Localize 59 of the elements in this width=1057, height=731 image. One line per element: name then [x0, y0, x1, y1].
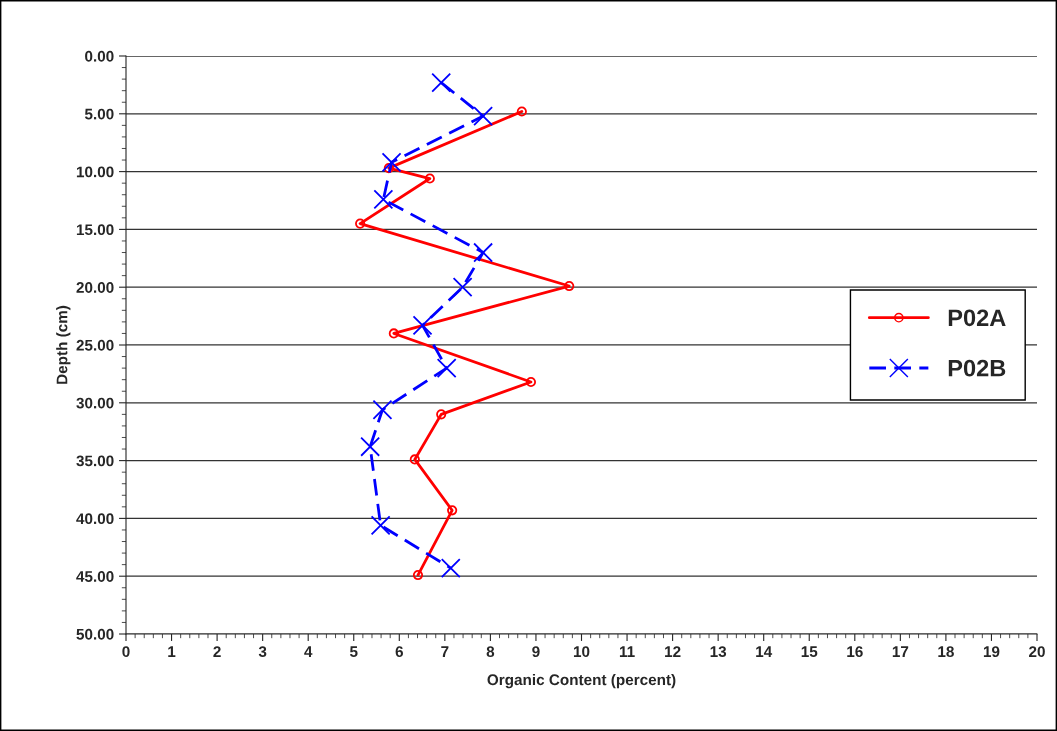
y-tick-label: 5.00: [84, 108, 114, 120]
x-tick-label: 5: [349, 646, 358, 658]
point: [412, 315, 433, 336]
legend-label: P02B: [948, 359, 1006, 377]
y-tick-label: 40.00: [76, 513, 114, 525]
point: [381, 152, 402, 173]
point: [440, 558, 461, 579]
x-tick-label: 16: [847, 646, 863, 658]
x-tick-label: 14: [756, 646, 773, 657]
x-tick-label: 12: [665, 646, 681, 657]
point: [388, 328, 399, 339]
x-tick-label: 15: [801, 646, 818, 658]
x-tick-label: 10: [573, 646, 590, 658]
x-tick-label: 18: [938, 646, 954, 658]
x-tick-label: 20: [1029, 646, 1045, 658]
x-tick-label: 0: [122, 646, 130, 658]
y-tick-label: 50.00: [76, 628, 114, 640]
point: [412, 569, 424, 581]
y-tick-label: 45.00: [76, 571, 114, 582]
point: [436, 358, 457, 379]
point: [436, 409, 447, 420]
x-tick-label: 17: [892, 646, 909, 657]
point: [473, 242, 494, 263]
point: [431, 72, 452, 93]
x-tick-label: 4: [304, 646, 313, 657]
point: [525, 376, 537, 388]
x-tick-label: 6: [395, 646, 403, 658]
x-tick-label: 11: [619, 646, 635, 657]
y-tick-label: 30.00: [76, 397, 114, 409]
point: [372, 399, 393, 420]
y-tick-label: 35.00: [76, 455, 114, 467]
x-tick-label: 9: [532, 646, 540, 658]
y-tick-label: 10.00: [76, 166, 114, 178]
x-tick-label: 19: [983, 646, 1000, 658]
point: [373, 189, 394, 210]
point: [355, 218, 366, 229]
point: [360, 436, 381, 457]
point: [473, 106, 494, 127]
x-tick-label: 8: [486, 646, 495, 658]
x-tick-label: 1: [168, 646, 176, 657]
x-tick-label: 3: [258, 646, 267, 658]
point: [452, 277, 473, 298]
y-axis-title: Depth (cm): [56, 305, 71, 384]
y-tick-label: 15.00: [76, 224, 114, 236]
legend-label: P02A: [948, 309, 1006, 327]
point: [383, 163, 394, 174]
point: [447, 505, 458, 516]
y-tick-label: 0.00: [85, 50, 114, 62]
y-tick-label: 25.00: [76, 339, 114, 351]
x-axis-title: Organic Content (percent): [487, 673, 676, 689]
x-tick-label: 2: [213, 646, 221, 657]
y-tick-label: 20.00: [76, 282, 114, 293]
point: [370, 515, 391, 536]
x-tick-label: 13: [710, 646, 727, 658]
point: [516, 106, 527, 117]
point: [424, 173, 435, 184]
x-tick-label: 7: [441, 646, 449, 657]
point: [564, 280, 575, 292]
point: [409, 454, 420, 465]
